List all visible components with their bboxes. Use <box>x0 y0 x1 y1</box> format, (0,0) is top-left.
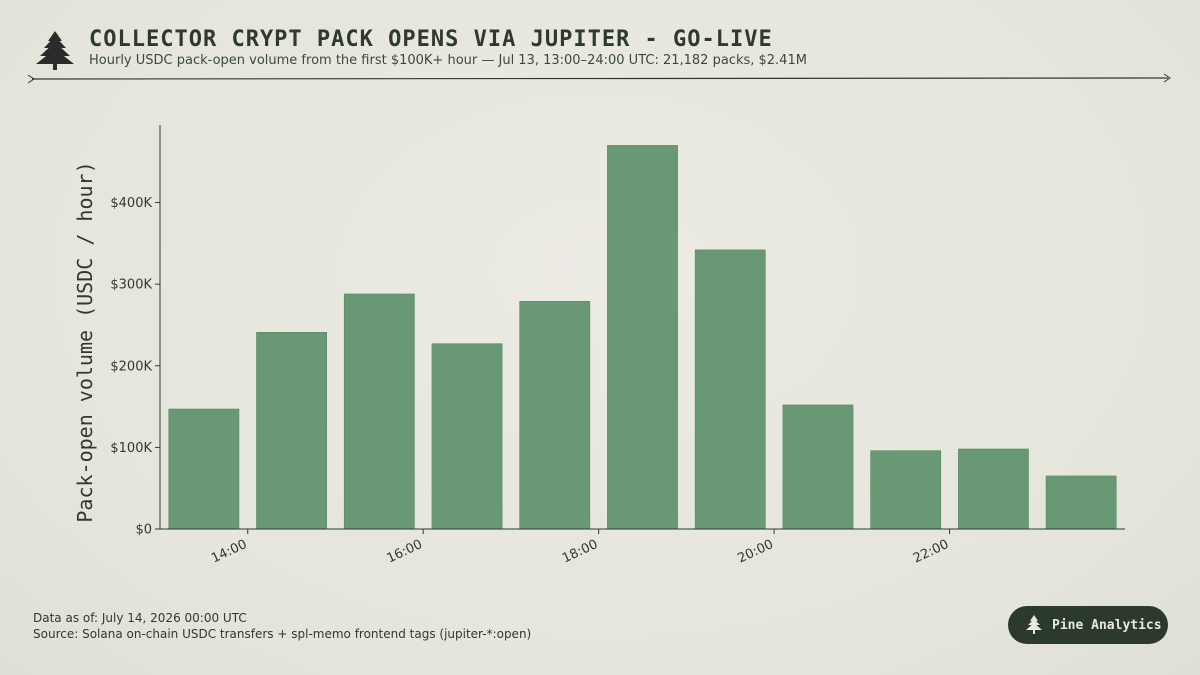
x-tick-label: 18:00 <box>560 537 600 566</box>
bar-23:00 <box>1045 475 1117 530</box>
brand-name: Pine Analytics <box>1052 617 1162 633</box>
bar-21:00 <box>870 450 942 530</box>
source-note: Source: Solana on-chain USDC transfers +… <box>33 627 532 641</box>
page-title: COLLECTOR CRYPT PACK OPENS VIA JUPITER -… <box>89 27 773 52</box>
page-subtitle: Hourly USDC pack-open volume from the fi… <box>89 53 807 68</box>
pine-tree-icon <box>1026 615 1042 634</box>
x-tick-label: 16:00 <box>385 537 425 566</box>
bar-18:00 <box>607 145 678 530</box>
y-axis-label: Pack-open volume (USDC / hour) <box>73 161 97 522</box>
bar-20:00 <box>782 404 854 530</box>
y-tick-label: $300K <box>110 278 152 293</box>
bar-17:00 <box>519 300 591 530</box>
brand-badge: Pine Analytics <box>1008 606 1168 644</box>
x-tick-label: 14:00 <box>209 537 249 566</box>
bar-22:00 <box>958 448 1029 530</box>
bar-13:00 <box>168 408 240 530</box>
bar-15:00 <box>343 293 415 530</box>
header-divider <box>28 73 1171 84</box>
y-tick-label: $200K <box>110 359 152 374</box>
data-as-of-note: Data as of: July 14, 2026 00:00 UTC <box>33 611 247 625</box>
pine-tree-icon <box>36 31 74 70</box>
bar-16:00 <box>431 343 503 530</box>
bar-14:00 <box>256 332 327 530</box>
x-tick-label: 22:00 <box>911 537 951 566</box>
bar-19:00 <box>694 249 766 530</box>
y-tick-label: $0 <box>135 523 152 538</box>
y-tick-label: $400K <box>110 196 152 211</box>
x-tick-label: 20:00 <box>735 537 775 566</box>
y-tick-label: $100K <box>110 441 152 456</box>
